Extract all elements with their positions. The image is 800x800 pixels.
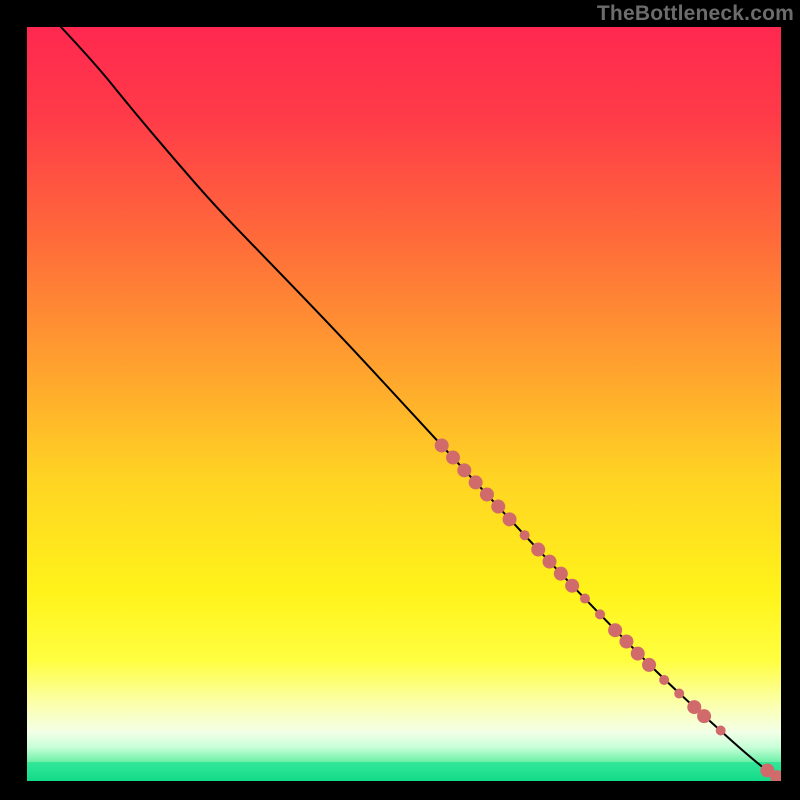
data-point (716, 725, 726, 735)
data-point (543, 555, 557, 569)
data-point (531, 543, 545, 557)
data-point (446, 451, 460, 465)
data-point (631, 647, 645, 661)
data-point (619, 635, 633, 649)
data-point (469, 475, 483, 489)
data-point (580, 594, 590, 604)
plot-area (27, 27, 781, 781)
watermark-text: TheBottleneck.com (597, 2, 794, 26)
chart-frame: TheBottleneck.com (0, 0, 800, 800)
data-point (503, 512, 517, 526)
data-point (565, 579, 579, 593)
data-point (595, 609, 605, 619)
data-point (554, 567, 568, 581)
data-point (480, 487, 494, 501)
data-point (435, 438, 449, 452)
data-point (642, 658, 656, 672)
data-point (608, 623, 622, 637)
data-point (697, 709, 711, 723)
data-point (659, 675, 669, 685)
data-point (520, 530, 530, 540)
data-point (457, 463, 471, 477)
data-point (491, 500, 505, 514)
data-points (27, 27, 781, 781)
data-point (674, 689, 684, 699)
